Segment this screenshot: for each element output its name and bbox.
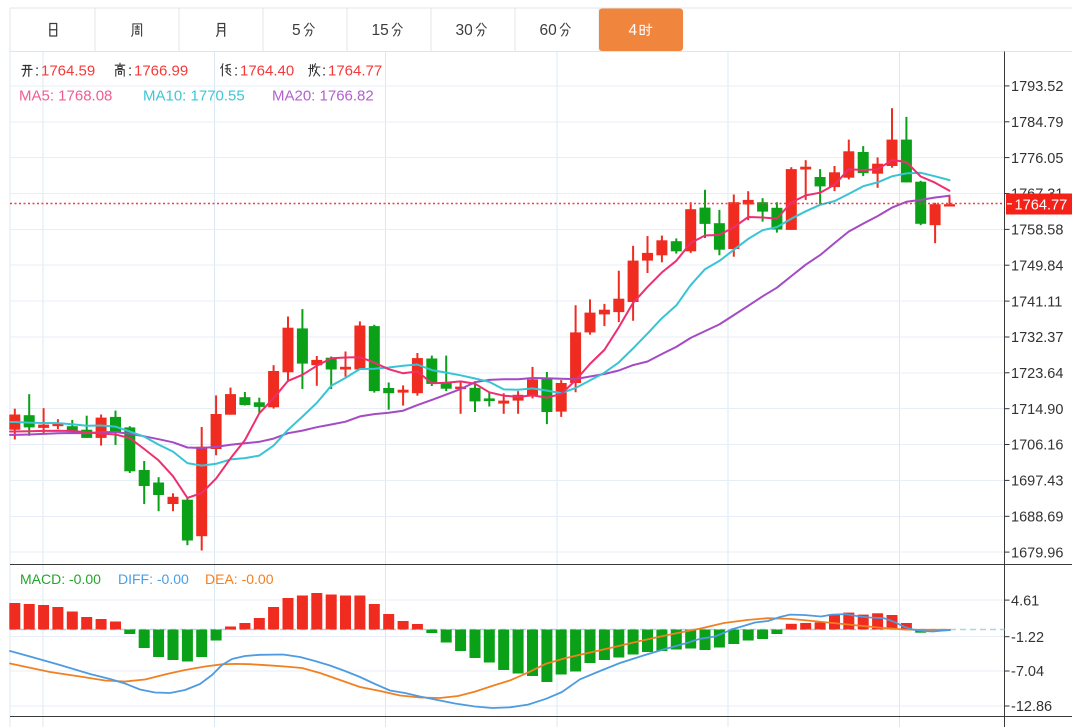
svg-text::: : (234, 63, 238, 80)
svg-text:4: 4 (629, 22, 638, 39)
svg-text:15: 15 (372, 22, 389, 39)
svg-text:30: 30 (456, 22, 474, 39)
svg-text:1776.05: 1776.05 (1011, 151, 1063, 167)
svg-text:1732.37: 1732.37 (1011, 330, 1063, 346)
svg-text:-7.04: -7.04 (1011, 664, 1044, 680)
svg-text:1764.59: 1764.59 (41, 63, 95, 80)
svg-text:1764.77: 1764.77 (328, 63, 382, 80)
svg-text:1749.84: 1749.84 (1011, 258, 1063, 274)
svg-text:MA10: 1770.55: MA10: 1770.55 (143, 88, 245, 105)
svg-text:60: 60 (540, 22, 558, 39)
svg-text:MACD: -0.00: MACD: -0.00 (20, 571, 101, 587)
svg-text:1764.40: 1764.40 (240, 63, 294, 80)
svg-text:1758.58: 1758.58 (1011, 223, 1063, 239)
svg-text:1784.79: 1784.79 (1011, 115, 1063, 131)
svg-text:5: 5 (292, 22, 301, 39)
svg-text:1741.11: 1741.11 (1011, 294, 1062, 310)
svg-text:1764.77: 1764.77 (1015, 198, 1068, 214)
svg-text:-1.22: -1.22 (1011, 630, 1044, 646)
svg-text:1793.52: 1793.52 (1011, 79, 1063, 95)
svg-text:-12.86: -12.86 (1011, 699, 1052, 715)
svg-text:MA20: 1766.82: MA20: 1766.82 (272, 88, 374, 105)
svg-text::: : (35, 63, 39, 80)
svg-text:DEA: -0.00: DEA: -0.00 (205, 571, 274, 587)
svg-text:1688.69: 1688.69 (1011, 510, 1063, 526)
svg-text:1723.64: 1723.64 (1011, 366, 1063, 382)
svg-text:1706.16: 1706.16 (1011, 438, 1063, 454)
svg-text:DIFF: -0.00: DIFF: -0.00 (118, 571, 189, 587)
svg-text:1766.99: 1766.99 (134, 63, 188, 80)
svg-text:4.61: 4.61 (1011, 593, 1039, 609)
svg-text:MA5: 1768.08: MA5: 1768.08 (19, 88, 112, 105)
svg-text::: : (128, 63, 132, 80)
svg-text:1697.43: 1697.43 (1011, 474, 1063, 490)
svg-text::: : (322, 63, 326, 80)
svg-text:1714.90: 1714.90 (1011, 402, 1063, 418)
svg-text:1679.96: 1679.96 (1011, 545, 1063, 561)
